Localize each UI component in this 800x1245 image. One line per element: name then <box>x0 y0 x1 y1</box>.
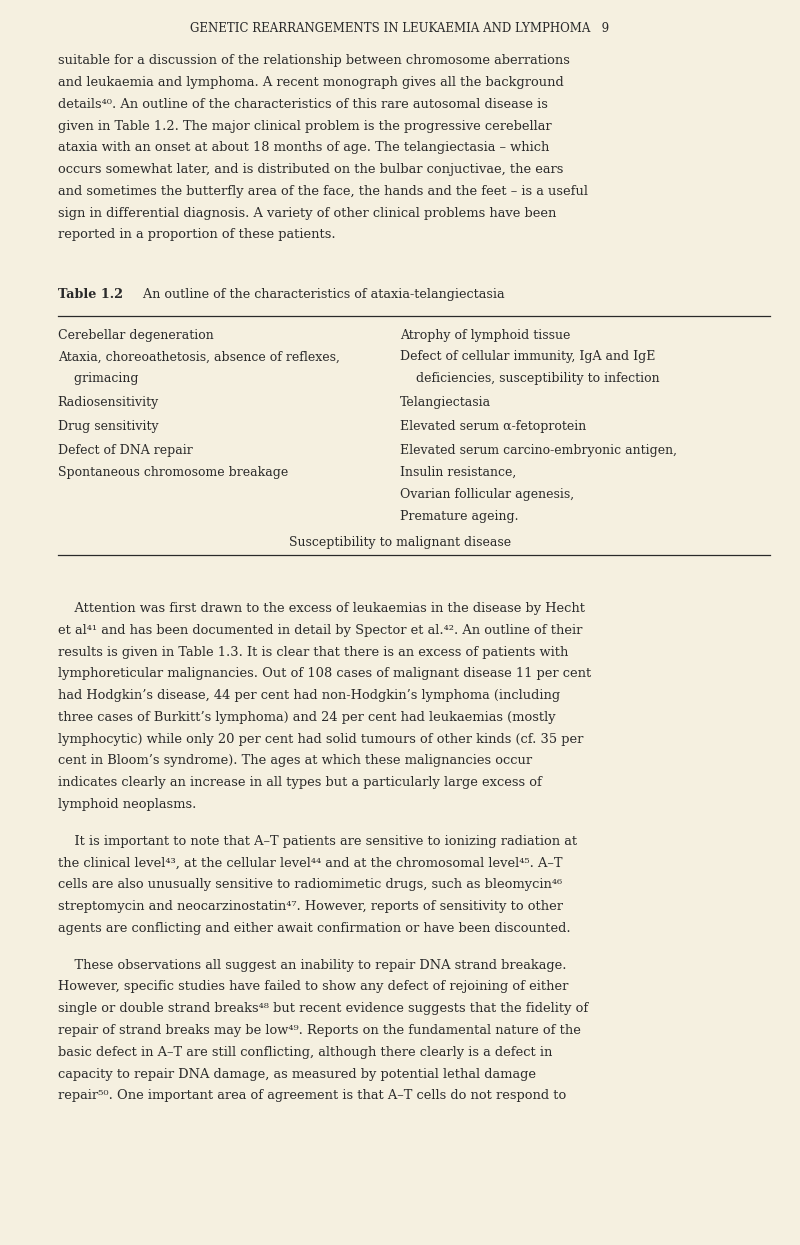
Text: Table 1.2: Table 1.2 <box>58 288 122 300</box>
Text: had Hodgkin’s disease, 44 per cent had non-Hodgkin’s lymphoma (including: had Hodgkin’s disease, 44 per cent had n… <box>58 688 560 702</box>
Text: Ataxia, choreoathetosis, absence of reflexes,: Ataxia, choreoathetosis, absence of refl… <box>58 350 339 364</box>
Text: However, specific studies have failed to show any defect of rejoining of either: However, specific studies have failed to… <box>58 980 568 994</box>
Text: Telangiectasia: Telangiectasia <box>400 396 491 410</box>
Text: GENETIC REARRANGEMENTS IN LEUKAEMIA AND LYMPHOMA   9: GENETIC REARRANGEMENTS IN LEUKAEMIA AND … <box>190 22 610 35</box>
Text: Elevated serum carcino-embryonic antigen,: Elevated serum carcino-embryonic antigen… <box>400 444 677 457</box>
Text: repair⁵⁰. One important area of agreement is that A–T cells do not respond to: repair⁵⁰. One important area of agreemen… <box>58 1089 566 1102</box>
Text: occurs somewhat later, and is distributed on the bulbar conjuctivae, the ears: occurs somewhat later, and is distribute… <box>58 163 563 176</box>
Text: grimacing: grimacing <box>58 372 138 385</box>
Text: single or double strand breaks⁴⁸ but recent evidence suggests that the fidelity : single or double strand breaks⁴⁸ but rec… <box>58 1002 588 1015</box>
Text: Insulin resistance,: Insulin resistance, <box>400 466 516 479</box>
Text: lymphoid neoplasms.: lymphoid neoplasms. <box>58 798 196 810</box>
Text: It is important to note that A–T patients are sensitive to ionizing radiation at: It is important to note that A–T patient… <box>58 834 577 848</box>
Text: deficiencies, susceptibility to infection: deficiencies, susceptibility to infectio… <box>400 372 660 385</box>
Text: reported in a proportion of these patients.: reported in a proportion of these patien… <box>58 228 335 242</box>
Text: Atrophy of lymphoid tissue: Atrophy of lymphoid tissue <box>400 329 570 341</box>
Text: Cerebellar degeneration: Cerebellar degeneration <box>58 329 214 341</box>
Text: given in Table 1.2. The major clinical problem is the progressive cerebellar: given in Table 1.2. The major clinical p… <box>58 120 551 132</box>
Text: streptomycin and neocarzinostatin⁴⁷. However, reports of sensitivity to other: streptomycin and neocarzinostatin⁴⁷. How… <box>58 900 562 913</box>
Text: ataxia with an onset at about 18 months of age. The telangiectasia – which: ataxia with an onset at about 18 months … <box>58 141 549 154</box>
Text: Radiosensitivity: Radiosensitivity <box>58 396 159 410</box>
Text: Susceptibility to malignant disease: Susceptibility to malignant disease <box>289 535 511 549</box>
Text: suitable for a discussion of the relationship between chromosome aberrations: suitable for a discussion of the relatio… <box>58 54 570 67</box>
Text: indicates clearly an increase in all types but a particularly large excess of: indicates clearly an increase in all typ… <box>58 776 542 789</box>
Text: Premature ageing.: Premature ageing. <box>400 509 518 523</box>
Text: cells are also unusually sensitive to radiomimetic drugs, such as bleomycin⁴⁶: cells are also unusually sensitive to ra… <box>58 878 562 891</box>
Text: three cases of Burkitt’s lymphoma) and 24 per cent had leukaemias (mostly: three cases of Burkitt’s lymphoma) and 2… <box>58 711 555 723</box>
Text: lymphoreticular malignancies. Out of 108 cases of malignant disease 11 per cent: lymphoreticular malignancies. Out of 108… <box>58 667 591 680</box>
Text: lymphocytic) while only 20 per cent had solid tumours of other kinds (cf. 35 per: lymphocytic) while only 20 per cent had … <box>58 732 583 746</box>
Text: cent in Bloom’s syndrome). The ages at which these malignancies occur: cent in Bloom’s syndrome). The ages at w… <box>58 754 532 767</box>
Text: agents are conflicting and either await confirmation or have been discounted.: agents are conflicting and either await … <box>58 921 570 935</box>
Text: the clinical level⁴³, at the cellular level⁴⁴ and at the chromosomal level⁴⁵. A–: the clinical level⁴³, at the cellular le… <box>58 857 562 869</box>
Text: Defect of DNA repair: Defect of DNA repair <box>58 444 192 457</box>
Text: sign in differential diagnosis. A variety of other clinical problems have been: sign in differential diagnosis. A variet… <box>58 207 556 219</box>
Text: capacity to repair DNA damage, as measured by potential lethal damage: capacity to repair DNA damage, as measur… <box>58 1067 536 1081</box>
Text: repair of strand breaks may be low⁴⁹. Reports on the fundamental nature of the: repair of strand breaks may be low⁴⁹. Re… <box>58 1023 581 1037</box>
Text: Ovarian follicular agenesis,: Ovarian follicular agenesis, <box>400 488 574 500</box>
Text: These observations all suggest an inability to repair DNA strand breakage.: These observations all suggest an inabil… <box>58 959 566 971</box>
Text: Attention was first drawn to the excess of leukaemias in the disease by Hecht: Attention was first drawn to the excess … <box>58 601 585 615</box>
Text: An outline of the characteristics of ataxia-telangiectasia: An outline of the characteristics of ata… <box>131 288 505 300</box>
Text: and sometimes the butterfly area of the face, the hands and the feet – is a usef: and sometimes the butterfly area of the … <box>58 184 587 198</box>
Text: details⁴⁰. An outline of the characteristics of this rare autosomal disease is: details⁴⁰. An outline of the characteris… <box>58 97 547 111</box>
Text: results is given in Table 1.3. It is clear that there is an excess of patients w: results is given in Table 1.3. It is cle… <box>58 645 568 659</box>
Text: Defect of cellular immunity, IgA and IgE: Defect of cellular immunity, IgA and IgE <box>400 350 655 364</box>
Text: Elevated serum α-fetoprotein: Elevated serum α-fetoprotein <box>400 420 586 433</box>
Text: et al⁴¹ and has been documented in detail by Spector et al.⁴². An outline of the: et al⁴¹ and has been documented in detai… <box>58 624 582 636</box>
Text: basic defect in A–T are still conflicting, although there clearly is a defect in: basic defect in A–T are still conflictin… <box>58 1046 552 1058</box>
Text: Drug sensitivity: Drug sensitivity <box>58 420 158 433</box>
Text: and leukaemia and lymphoma. A recent monograph gives all the background: and leukaemia and lymphoma. A recent mon… <box>58 76 563 88</box>
Text: Spontaneous chromosome breakage: Spontaneous chromosome breakage <box>58 466 288 479</box>
